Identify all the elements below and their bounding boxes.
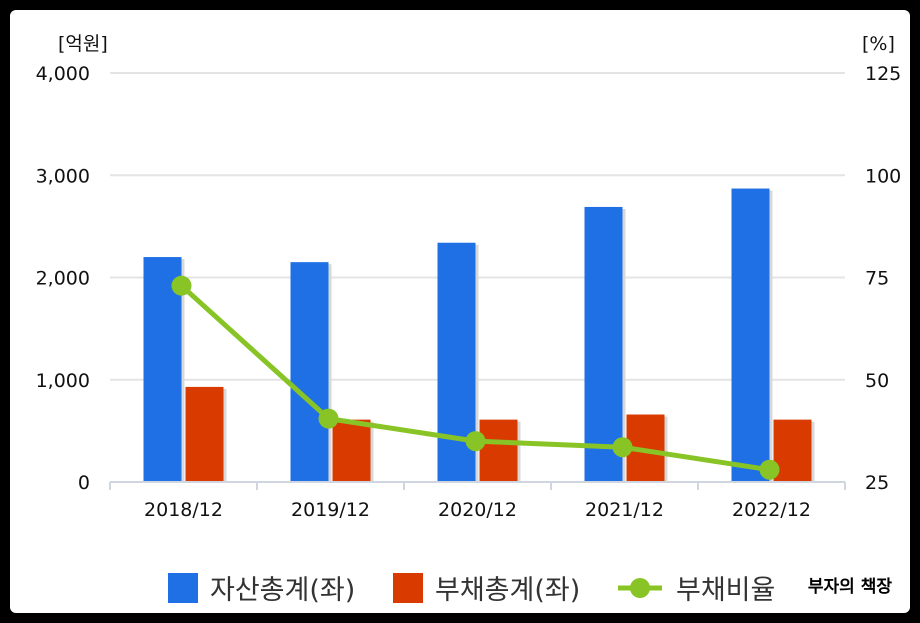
legend-label: 부채비율 xyxy=(676,575,775,606)
debt-ratio-point xyxy=(759,459,780,480)
legend-swatch xyxy=(168,573,198,603)
chart-svg: 0 1,000 2,000 3,000 4,000 25 50 75 100 125 [억원] [%]… xyxy=(36,33,902,606)
legend-swatch xyxy=(393,573,423,603)
right-tick-label: 25 xyxy=(865,472,889,494)
x-tick-label: 2022/12 xyxy=(732,499,811,521)
debt-ratio-point xyxy=(318,408,339,429)
chart-frame: 0 1,000 2,000 3,000 4,000 25 50 75 100 125 [억원] [%]… xyxy=(10,10,910,613)
right-tick-label: 125 xyxy=(865,63,901,85)
debt-ratio-point xyxy=(465,431,486,452)
right-tick-label: 75 xyxy=(865,268,889,290)
right-axis-unit: [%] xyxy=(862,33,895,55)
bar-total-assets xyxy=(290,262,329,482)
left-tick-label: 4,000 xyxy=(36,63,90,85)
bar-total-assets xyxy=(584,206,623,482)
left-axis-unit: [억원] xyxy=(58,33,108,55)
right-tick-label: 50 xyxy=(865,370,889,392)
x-tick-label: 2018/12 xyxy=(144,499,223,521)
bar-total-liabilities xyxy=(479,419,518,482)
x-tick-label: 2021/12 xyxy=(585,499,664,521)
left-tick-label: 1,000 xyxy=(36,370,90,392)
left-tick-label: 2,000 xyxy=(36,268,90,290)
right-tick-label: 100 xyxy=(865,165,901,187)
left-tick-label: 0 xyxy=(78,472,90,494)
debt-ratio-point xyxy=(171,275,192,296)
bar-total-liabilities xyxy=(185,386,224,482)
bar-total-liabilities xyxy=(332,419,371,482)
bar-total-liabilities xyxy=(773,419,812,482)
bar-total-assets xyxy=(731,188,770,483)
watermark: 부자의 책장 xyxy=(807,577,892,597)
x-tick-label: 2019/12 xyxy=(291,499,370,521)
legend-marker xyxy=(630,578,650,598)
x-tick-label: 2020/12 xyxy=(438,499,517,521)
debt-ratio-point xyxy=(612,437,633,458)
left-tick-label: 3,000 xyxy=(36,165,90,187)
bar-total-assets xyxy=(143,257,182,482)
legend-label: 자산총계(좌) xyxy=(210,575,355,606)
legend-label: 부채총계(좌) xyxy=(435,575,580,606)
